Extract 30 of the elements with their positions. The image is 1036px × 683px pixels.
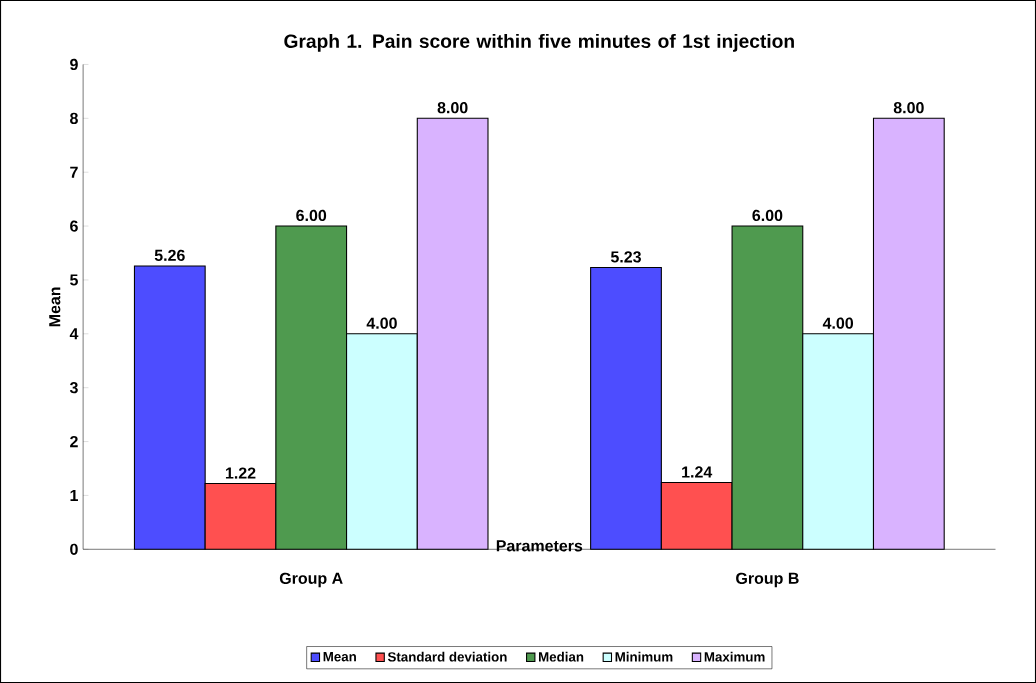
legend-label: Standard deviation xyxy=(387,651,507,662)
data-label: 6.00 xyxy=(296,209,327,222)
y-tick-label: 5 xyxy=(70,274,78,286)
legend-label: Median xyxy=(539,651,584,662)
y-tick-label: 1 xyxy=(70,489,78,501)
y-axis-title: Mean xyxy=(49,287,61,327)
data-label: 1.22 xyxy=(225,467,256,479)
data-label: 6.00 xyxy=(752,209,783,222)
y-tick-label: 0 xyxy=(70,543,78,555)
x-axis-title: Parameters xyxy=(496,540,583,552)
x-tick-label: Group B xyxy=(736,572,799,588)
data-label: 4.00 xyxy=(822,317,854,329)
y-tick-label: 7 xyxy=(70,166,78,178)
data-label: 8.00 xyxy=(437,102,468,114)
y-tick-label: 3 xyxy=(69,382,78,394)
legend-label: Mean xyxy=(323,652,356,662)
y-tick-label: 6 xyxy=(70,220,78,232)
y-tick-label: 8 xyxy=(70,112,78,124)
data-label: 5.26 xyxy=(154,249,185,261)
y-tick-label: 2 xyxy=(70,435,78,448)
data-label: 5.23 xyxy=(610,251,641,263)
y-tick-label: 4 xyxy=(69,328,79,340)
data-label: 1.24 xyxy=(682,466,713,478)
x-tick-label: Group A xyxy=(279,572,343,588)
legend-label: Maximum xyxy=(704,651,765,662)
y-tick-label: 9 xyxy=(70,58,78,71)
data-label: 4.00 xyxy=(366,317,397,329)
legend-label: Minimum xyxy=(615,651,673,662)
data-label: 8.00 xyxy=(893,102,924,114)
chart-title: Graph 1. Pain score within five minutes of 1st injection xyxy=(284,33,794,52)
